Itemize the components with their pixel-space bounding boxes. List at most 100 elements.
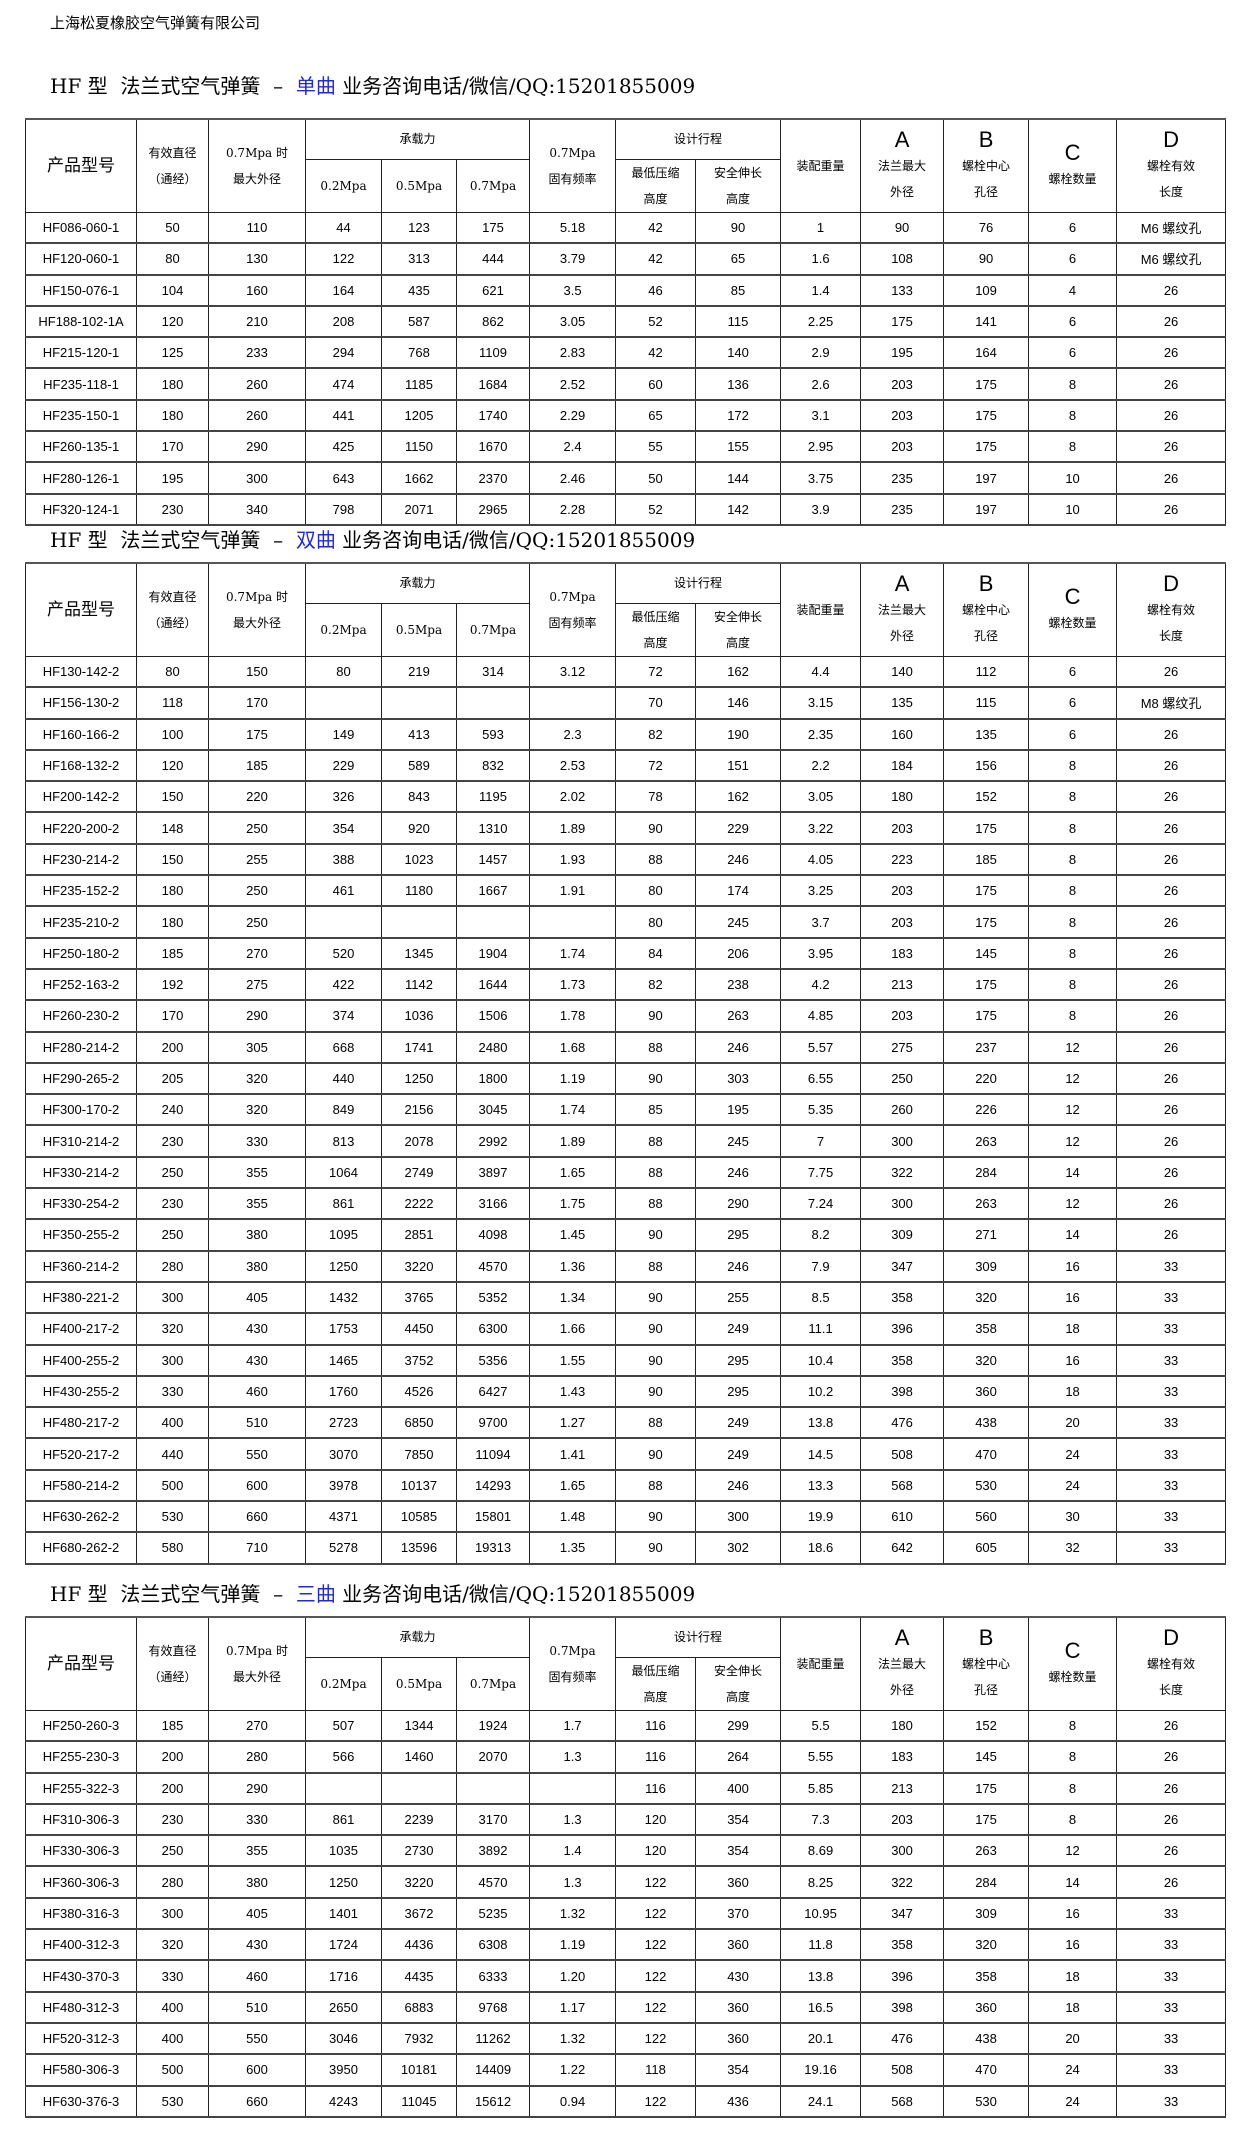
cell-load-0.7mpa: 1667: [455, 874, 531, 908]
cell-flange-max-od: 108: [860, 242, 945, 276]
cell-max-outer-diameter: 305: [208, 1031, 306, 1064]
cell-bolt-length: 33: [1116, 1500, 1227, 1534]
cell-natural-frequency: 2.3: [529, 718, 617, 751]
cell-bolt-count: 4: [1028, 274, 1118, 307]
cell-bolt-center-diameter: 90: [943, 242, 1030, 276]
table-row: HF350-255-2 250 380 1095 2851 4098 1.45 90 295 8.…: [25, 1218, 1227, 1252]
column-letter: A: [894, 1624, 910, 1650]
cell-natural-frequency: 1.43: [529, 1375, 617, 1409]
cell-bolt-length: 26: [1116, 843, 1227, 877]
cell-model: HF330-306-3: [25, 1834, 137, 1868]
cell-assembly-weight: 8.69: [780, 1834, 862, 1868]
header-safe-extension: 安全伸长 高度: [695, 602, 782, 657]
header-stroke: 设计行程: [615, 562, 782, 604]
cell-bolt-count: 12: [1028, 1031, 1118, 1064]
cell-flange-max-od: 184: [860, 749, 945, 783]
cell-load-0.5mpa: 413: [381, 718, 457, 751]
cell-assembly-weight: 2.2: [780, 749, 862, 783]
cell-max-outer-diameter: 355: [208, 1187, 306, 1221]
cell-bolt-length: 26: [1116, 937, 1227, 970]
cell-bolt-center-diameter: 152: [943, 1709, 1030, 1743]
cell-load-0.5mpa: 4450: [381, 1312, 457, 1346]
cell-max-outer-diameter: 110: [208, 211, 306, 245]
cell-max-outer-diameter: 160: [208, 274, 306, 307]
cell-load-0.2mpa: 1401: [305, 1897, 382, 1931]
cell-effective-diameter: 400: [136, 1991, 209, 2024]
cell-bolt-length: 26: [1116, 874, 1227, 908]
cell-bolt-length: 33: [1116, 2022, 1227, 2056]
cell-bolt-count: 8: [1028, 811, 1118, 845]
header-load: 承载力: [304, 118, 531, 160]
cell-bolt-center-diameter: 237: [943, 1031, 1030, 1064]
cell-max-outer-diameter: 710: [208, 1531, 306, 1565]
cell-bolt-count: 6: [1028, 211, 1118, 245]
cell-bolt-count: 32: [1028, 1531, 1118, 1565]
cell-bolt-center-diameter: 309: [943, 1897, 1030, 1931]
cell-model: HF400-217-2: [25, 1312, 137, 1346]
header-diameter: 有效直径 （通经）: [136, 118, 209, 213]
cell-model: HF380-316-3: [25, 1897, 137, 1931]
cell-model: HF280-126-1: [25, 461, 137, 495]
cell-effective-diameter: 320: [136, 1312, 209, 1346]
cell-load-0.7mpa: 175: [455, 211, 531, 245]
title-variant: 单曲: [295, 74, 336, 98]
cell-min-compressed-height: 88: [615, 1406, 697, 1440]
cell-assembly-weight: 1: [780, 211, 862, 245]
cell-natural-frequency: 2.46: [529, 461, 617, 495]
spec-table: 产品型号 有效直径 （通经） 0.7Mpa 时最大外径 承载力 0.7Mpa 固有频率 设计行…: [25, 118, 1227, 526]
cell-load-0.2mpa: 44: [305, 211, 382, 245]
cell-natural-frequency: 1.89: [529, 1124, 617, 1158]
table-row: HF360-214-2 280 380 1250 3220 4570 1.36 88 246 7.…: [25, 1250, 1227, 1283]
cell-model: HF580-214-2: [25, 1469, 137, 1503]
cell-effective-diameter: 195: [136, 461, 209, 495]
cell-bolt-center-diameter: 175: [943, 430, 1030, 464]
cell-bolt-count: 18: [1028, 1991, 1118, 2024]
cell-load-0.2mpa: 3978: [305, 1469, 382, 1503]
cell-effective-diameter: 200: [136, 1772, 209, 1805]
cell-flange-max-od: 183: [860, 1740, 945, 1774]
cell-min-compressed-height: 52: [615, 305, 697, 339]
cell-bolt-length: 26: [1116, 399, 1227, 433]
cell-effective-diameter: 80: [136, 242, 209, 276]
cell-load-0.5mpa: 1250: [381, 1062, 457, 1096]
cell-load-0.2mpa: [305, 905, 382, 939]
cell-max-outer-diameter: 330: [208, 1803, 306, 1837]
cell-assembly-weight: 20.1: [780, 2022, 862, 2056]
header-row: 产品型号 有效直径 （通经） 0.7Mpa 时最大外径 承载力 0.7Mpa 固有频率 设计行…: [25, 562, 1227, 657]
cell-flange-max-od: 195: [860, 336, 945, 370]
cell-load-0.7mpa: 832: [455, 749, 531, 783]
table-row: HF520-217-2 440 550 3070 7850 11094 1.41 90 249 1…: [25, 1437, 1227, 1471]
cell-assembly-weight: 7.3: [780, 1803, 862, 1837]
table-row: HF215-120-1 125 233 294 768 1109 2.83 42 140 2.9 1…: [25, 336, 1227, 370]
header-b: B 螺栓中心 孔径: [943, 118, 1030, 213]
cell-effective-diameter: 120: [136, 305, 209, 339]
table-row: HF168-132-2 120 185 229 589 832 2.53 72 151 2.2 18…: [25, 749, 1227, 783]
cell-load-0.5mpa: 4436: [381, 1928, 457, 1962]
cell-safe-extension-height: 146: [695, 686, 782, 720]
cell-natural-frequency: 1.65: [529, 1156, 617, 1190]
cell-load-0.5mpa: 123: [381, 211, 457, 245]
cell-safe-extension-height: 162: [695, 655, 782, 689]
header-line: 法兰最大: [878, 602, 927, 617]
cell-min-compressed-height: 55: [615, 430, 697, 464]
cell-model: HF255-230-3: [25, 1740, 137, 1774]
cell-load-0.7mpa: 1800: [455, 1062, 531, 1096]
cell-bolt-center-diameter: 175: [943, 367, 1030, 401]
cell-max-outer-diameter: 300: [208, 461, 306, 495]
cell-effective-diameter: 300: [136, 1897, 209, 1931]
cell-bolt-center-diameter: 175: [943, 905, 1030, 939]
cell-natural-frequency: 1.22: [529, 2053, 617, 2087]
cell-bolt-count: 24: [1028, 1437, 1118, 1471]
cell-flange-max-od: 476: [860, 1406, 945, 1440]
cell-model: HF360-306-3: [25, 1865, 137, 1899]
cell-effective-diameter: 280: [136, 1250, 209, 1283]
cell-max-outer-diameter: 405: [208, 1281, 306, 1315]
cell-effective-diameter: 170: [136, 430, 209, 464]
cell-max-outer-diameter: 320: [208, 1093, 306, 1127]
cell-model: HF360-214-2: [25, 1250, 137, 1283]
header-a: A 法兰最大 外径: [860, 118, 945, 213]
spec-table: 产品型号 有效直径 （通经） 0.7Mpa 时最大外径 承载力 0.7Mpa 固有频率 设计行…: [25, 562, 1227, 1565]
cell-max-outer-diameter: 355: [208, 1834, 306, 1868]
cell-natural-frequency: 2.02: [529, 780, 617, 814]
table-row: HF520-312-3 400 550 3046 7932 11262 1.32 122 360…: [25, 2022, 1227, 2056]
